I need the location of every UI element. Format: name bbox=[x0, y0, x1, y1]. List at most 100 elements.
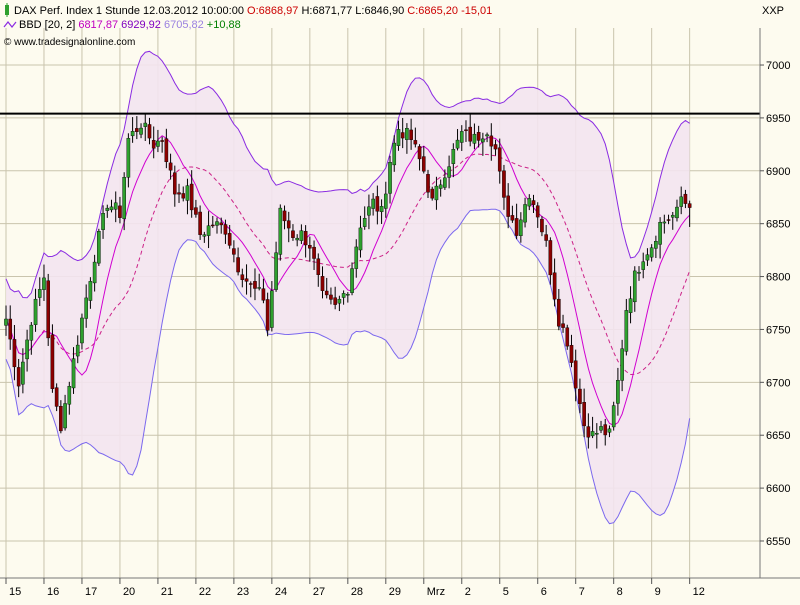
up-candle bbox=[632, 270, 637, 303]
up-candle bbox=[126, 138, 131, 178]
down-candle bbox=[324, 290, 329, 296]
down-candle bbox=[565, 327, 570, 347]
up-candle bbox=[590, 431, 595, 437]
candles bbox=[4, 113, 692, 449]
y-tick-label: 6850 bbox=[766, 219, 790, 231]
header-item: H:6871,77 bbox=[298, 5, 352, 17]
y-tick-label: 6750 bbox=[766, 324, 790, 336]
x-tick-label: 7 bbox=[579, 586, 585, 598]
up-candle bbox=[649, 247, 654, 258]
y-tick-label: 6700 bbox=[766, 377, 790, 389]
x-tick-label: 8 bbox=[617, 586, 623, 598]
up-candle bbox=[346, 293, 350, 296]
up-candle bbox=[29, 324, 34, 341]
down-candle bbox=[248, 283, 253, 285]
up-candle bbox=[358, 227, 363, 251]
down-candle bbox=[426, 174, 430, 193]
down-candle bbox=[561, 323, 565, 328]
up-candle bbox=[443, 177, 447, 188]
up-candle bbox=[451, 149, 456, 164]
down-candle bbox=[8, 318, 13, 340]
symbol-label: XXP bbox=[762, 5, 784, 17]
down-candle bbox=[400, 132, 405, 139]
up-candle bbox=[434, 185, 439, 201]
down-candle bbox=[240, 274, 245, 280]
down-candle bbox=[510, 215, 515, 221]
up-candle bbox=[270, 290, 274, 328]
down-candle bbox=[409, 129, 413, 140]
up-candle bbox=[607, 428, 612, 433]
up-candle bbox=[481, 138, 485, 143]
up-candle bbox=[299, 230, 304, 241]
up-candle bbox=[97, 231, 101, 264]
down-candle bbox=[194, 207, 198, 215]
up-candle bbox=[42, 277, 46, 290]
up-candle bbox=[485, 134, 489, 137]
up-candle bbox=[105, 207, 110, 211]
header-item: L:6846,90 bbox=[352, 5, 404, 17]
down-candle bbox=[12, 339, 17, 368]
down-candle bbox=[227, 233, 232, 246]
up-candle bbox=[527, 198, 532, 207]
up-candle bbox=[616, 380, 620, 404]
down-candle bbox=[286, 220, 291, 229]
down-candle bbox=[540, 218, 544, 233]
header-item: -15,01 bbox=[458, 5, 492, 17]
up-candle bbox=[519, 219, 523, 236]
x-tick-label: 27 bbox=[313, 586, 325, 598]
down-candle bbox=[46, 280, 50, 339]
down-candle bbox=[265, 299, 270, 331]
y-tick-label: 6550 bbox=[766, 536, 790, 548]
down-candle bbox=[316, 258, 321, 275]
down-candle bbox=[552, 272, 557, 300]
down-candle bbox=[219, 222, 224, 226]
down-candle bbox=[489, 135, 494, 147]
header-item: BBD [20, 2] bbox=[19, 19, 75, 31]
instrument-summary: DAX Perf. Index 1 Stunde 12.03.2012 10:0… bbox=[14, 5, 492, 17]
down-candle bbox=[573, 360, 578, 389]
up-candle bbox=[459, 131, 464, 143]
up-candle bbox=[75, 344, 80, 357]
up-candle bbox=[337, 298, 342, 304]
up-candle bbox=[637, 271, 641, 274]
up-candle bbox=[599, 426, 603, 431]
down-candle bbox=[683, 193, 688, 204]
up-candle bbox=[611, 405, 616, 428]
down-candle bbox=[151, 140, 156, 149]
down-candle bbox=[223, 224, 228, 235]
down-candle bbox=[578, 388, 582, 405]
up-candle bbox=[122, 177, 126, 219]
y-tick-label: 6950 bbox=[766, 113, 790, 125]
down-candle bbox=[666, 219, 671, 221]
down-candle bbox=[375, 196, 380, 212]
up-candle bbox=[392, 142, 397, 166]
indicator-summary: BBD [20, 2] 6817,87 6929,92 6705,82 +10,… bbox=[19, 19, 241, 31]
y-tick-label: 6900 bbox=[766, 166, 790, 178]
up-candle bbox=[215, 221, 219, 226]
down-candle bbox=[329, 294, 333, 300]
up-candle bbox=[80, 317, 84, 344]
up-candle bbox=[679, 196, 683, 207]
x-tick-label: 9 bbox=[655, 586, 661, 598]
up-candle bbox=[143, 122, 148, 127]
up-candle bbox=[21, 361, 25, 385]
up-candle bbox=[388, 162, 392, 194]
down-candle bbox=[535, 205, 540, 218]
down-candle bbox=[198, 211, 202, 235]
y-tick-label: 6600 bbox=[766, 483, 790, 495]
up-candle bbox=[362, 217, 367, 227]
down-candle bbox=[160, 140, 164, 142]
x-tick-label: 15 bbox=[9, 586, 21, 598]
down-candle bbox=[586, 426, 591, 438]
x-tick-label: 23 bbox=[237, 586, 249, 598]
x-tick-label: 12 bbox=[693, 586, 705, 598]
up-candle bbox=[274, 252, 278, 290]
down-candle bbox=[303, 231, 308, 246]
down-candle bbox=[118, 205, 122, 218]
down-candle bbox=[497, 147, 502, 172]
down-candle bbox=[181, 193, 186, 199]
down-candle bbox=[603, 424, 608, 436]
up-candle bbox=[63, 403, 67, 429]
up-candle bbox=[350, 268, 354, 293]
